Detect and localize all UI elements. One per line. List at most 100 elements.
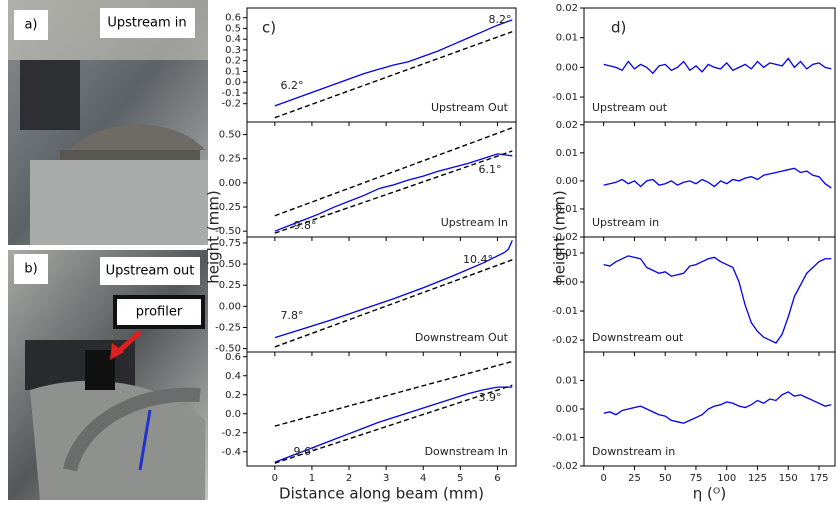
x-tick-label: 25 [628, 473, 641, 484]
series-line [274, 384, 513, 464]
y-tick-label: -0.25 [215, 322, 241, 333]
y-tick-label: 0.6 [225, 352, 241, 363]
photo-annotation: profiler [136, 305, 183, 320]
y-tick-label: -0.01 [552, 92, 578, 103]
y-tick-label: 0.00 [556, 404, 578, 415]
panel-label: d) [611, 19, 626, 37]
x-axis-label: Distance along beam (mm) [279, 485, 484, 503]
y-tick-label: 0.2 [225, 390, 241, 401]
y-tick-label: -0.2 [221, 428, 241, 439]
series-line [274, 31, 513, 119]
x-tick-label: 4 [420, 473, 426, 484]
axes-frame [583, 351, 836, 467]
annotation: 9.6° [294, 445, 317, 458]
x-tick-label: 125 [748, 473, 767, 484]
annotation: 7.8° [281, 309, 304, 322]
y-tick-label: -0.25 [215, 202, 241, 213]
series-line [274, 259, 513, 348]
x-tick-label: 6 [494, 473, 500, 484]
y-tick-label: 0.75 [219, 238, 241, 249]
photo-caption: Upstream out [106, 264, 195, 279]
x-tick-label: 175 [809, 473, 828, 484]
photo-label: b) [24, 262, 37, 277]
annotation: 8.2° [489, 13, 512, 26]
annotation: 3.9° [479, 391, 502, 404]
x-tick-label: 0 [272, 473, 278, 484]
x-tick-label: 5 [457, 473, 463, 484]
y-tick-label: 0.01 [556, 248, 578, 259]
y-tick-label: 0.5 [225, 23, 241, 34]
y-tick-label: 0.0 [225, 77, 241, 88]
y-tick-label: -0.1 [221, 88, 241, 99]
series-line [603, 255, 832, 344]
y-tick-label: -0.02 [552, 232, 578, 243]
y-tick-label: 0.50 [219, 259, 241, 270]
y-axis-label: height (mm) [551, 190, 569, 284]
x-axis-label: η (ᴼ) [693, 485, 726, 503]
panel-label: c) [262, 19, 276, 37]
y-tick-label: -0.4 [221, 447, 241, 458]
photo-a: a) Upstream in [8, 0, 208, 245]
subplot-name: Upstream In [441, 216, 508, 229]
x-tick-label: 3 [383, 473, 389, 484]
y-tick-label: 0.3 [225, 45, 241, 56]
series-line [274, 127, 513, 217]
series-line [274, 153, 513, 232]
photo-caption: Upstream in [107, 16, 186, 31]
y-tick-label: -0.50 [215, 226, 241, 237]
y-tick-label: 0.6 [225, 13, 241, 24]
subplot-name: Upstream Out [431, 101, 509, 114]
y-tick-label: 0.00 [219, 301, 241, 312]
subplot-name: Upstream out [592, 101, 668, 114]
y-tick-label: 0.50 [219, 130, 241, 141]
axes-frame [246, 351, 517, 467]
x-tick-label: 100 [717, 473, 736, 484]
series-line [274, 150, 513, 234]
subplot-name: Downstream out [592, 331, 684, 344]
y-tick-label: 0.00 [219, 178, 241, 189]
y-axis-label: height (mm) [205, 190, 223, 284]
series-line [274, 360, 513, 427]
series-line [603, 167, 832, 189]
photo-b: b) Upstream out profiler [8, 250, 208, 500]
y-tick-label: -0.01 [552, 306, 578, 317]
y-tick-label: -0.2 [221, 99, 241, 110]
y-tick-label: 0.01 [556, 376, 578, 387]
y-tick-label: 0.02 [556, 3, 578, 14]
y-tick-label: -0.01 [552, 204, 578, 215]
y-tick-label: 0.4 [225, 371, 241, 382]
series-line [274, 19, 513, 107]
subplot-name: Downstream in [592, 445, 675, 458]
y-tick-label: 0.02 [556, 120, 578, 131]
series-line [274, 240, 513, 339]
x-tick-label: 2 [346, 473, 352, 484]
annotation: 6.2° [281, 79, 304, 92]
subplot-name: Upstream in [592, 216, 659, 229]
y-tick-label: 0.1 [225, 66, 241, 77]
y-tick-label: 0.00 [556, 277, 578, 288]
y-tick-label: 0.25 [219, 154, 241, 165]
annotation: 6.1° [479, 163, 502, 176]
x-tick-label: 1 [309, 473, 315, 484]
y-tick-label: 0.2 [225, 56, 241, 67]
y-tick-label: -0.02 [552, 335, 578, 346]
y-tick-label: -0.50 [215, 344, 241, 355]
subplot-name: Downstream In [425, 445, 508, 458]
y-tick-label: 0.0 [225, 409, 241, 420]
y-tick-label: -0.02 [552, 461, 578, 472]
x-tick-label: 75 [690, 473, 703, 484]
series-line [603, 57, 832, 75]
y-tick-label: 0.4 [225, 34, 241, 45]
series-line [603, 391, 832, 424]
y-tick-label: 0.00 [556, 62, 578, 73]
y-tick-label: -0.01 [552, 433, 578, 444]
annotation: 10.4° [463, 253, 493, 266]
x-tick-label: 150 [779, 473, 798, 484]
photo-label: a) [24, 18, 37, 33]
series-line [274, 386, 513, 463]
annotation: 9.8° [294, 219, 317, 232]
y-tick-label: 0.01 [556, 148, 578, 159]
y-tick-label: 0.01 [556, 33, 578, 44]
x-tick-label: 0 [600, 473, 606, 484]
